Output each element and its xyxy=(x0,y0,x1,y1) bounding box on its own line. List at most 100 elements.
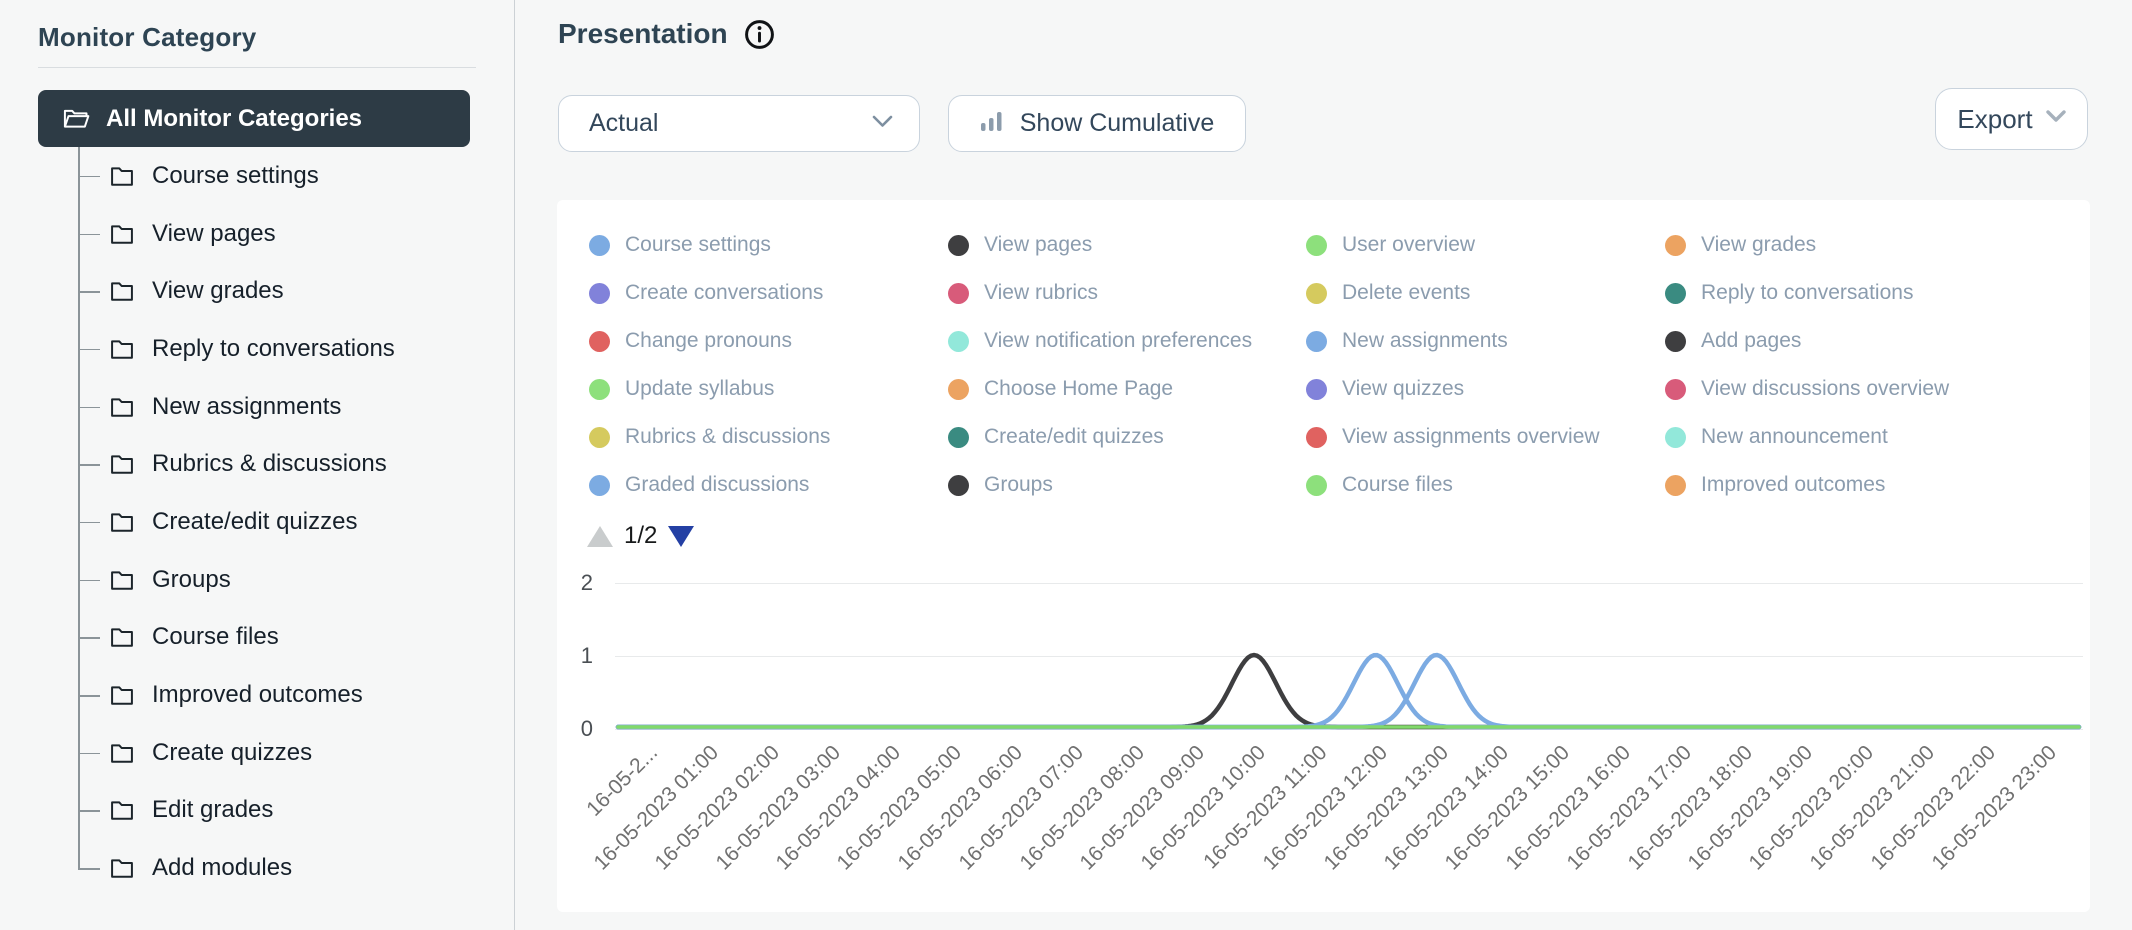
legend-color-dot xyxy=(1665,330,1686,352)
legend-color-dot xyxy=(948,282,969,304)
legend-item-create-conversations[interactable]: Create conversations xyxy=(589,269,948,317)
show-cumulative-button[interactable]: Show Cumulative xyxy=(948,95,1246,152)
legend-item-course-settings[interactable]: Course settings xyxy=(589,221,948,269)
sidebar-item-rubrics-discussions[interactable]: Rubrics & discussions xyxy=(0,435,515,493)
x-axis-tick-label: 16-05-2023 02:00 xyxy=(650,741,784,875)
legend-item-add-pages[interactable]: Add pages xyxy=(1665,317,2069,365)
folder-icon xyxy=(108,566,136,594)
legend-item-graded-discussions[interactable]: Graded discussions xyxy=(589,461,948,509)
legend-color-dot xyxy=(1306,474,1327,496)
sidebar-item-edit-grades[interactable]: Edit grades xyxy=(0,782,515,840)
folder-icon xyxy=(108,220,136,248)
y-gridline xyxy=(615,729,2083,730)
folder-icon xyxy=(108,681,136,709)
legend-page-indicator: 1/2 xyxy=(624,522,658,549)
legend-item-rubrics-discussions[interactable]: Rubrics & discussions xyxy=(589,413,948,461)
folder-icon xyxy=(108,335,136,363)
info-circle-icon[interactable] xyxy=(744,19,775,50)
legend-page-up-icon[interactable] xyxy=(587,525,613,547)
monitor-category-sidebar: Monitor Category All Monitor Categories … xyxy=(0,0,515,930)
sidebar-item-view-pages[interactable]: View pages xyxy=(0,205,515,263)
legend-item-view-grades[interactable]: View grades xyxy=(1665,221,2069,269)
legend-label: Create/edit quizzes xyxy=(984,425,1164,448)
sidebar-item-course-files[interactable]: Course files xyxy=(0,609,515,667)
legend-label: Change pronouns xyxy=(625,329,792,352)
legend-item-choose-home-page[interactable]: Choose Home Page xyxy=(948,365,1306,413)
legend-item-view-discussions-overview[interactable]: View discussions overview xyxy=(1665,365,2069,413)
legend-item-view-pages[interactable]: View pages xyxy=(948,221,1306,269)
vertical-divider xyxy=(514,0,515,930)
chart-card: Course settings View pages User overview Vi… xyxy=(557,200,2090,912)
category-tree: Course settings View pages View grades Repl… xyxy=(0,147,515,897)
chevron-down-icon xyxy=(2045,110,2066,128)
sidebar-item-add-modules[interactable]: Add modules xyxy=(0,839,515,897)
sidebar-item-label: View pages xyxy=(152,219,276,247)
x-axis-tick-label: 16-05-2023 21:00 xyxy=(1805,741,1940,875)
legend-item-create-edit-quizzes[interactable]: Create/edit quizzes xyxy=(948,413,1306,461)
series-line-new-assignments xyxy=(615,652,2082,730)
legend-item-view-quizzes[interactable]: View quizzes xyxy=(1306,365,1665,413)
y-axis-tick-label: 2 xyxy=(580,570,593,595)
sidebar-item-create-edit-quizzes[interactable]: Create/edit quizzes xyxy=(0,493,515,551)
legend-label: View notification preferences xyxy=(984,329,1253,352)
legend-item-view-rubrics[interactable]: View rubrics xyxy=(948,269,1306,317)
legend-label: Reply to conversations xyxy=(1701,281,1914,304)
legend-item-delete-events[interactable]: Delete events xyxy=(1306,269,1665,317)
tree-branch-line xyxy=(78,579,100,582)
presentation-mode-select[interactable]: Actual xyxy=(558,95,920,152)
legend-color-dot xyxy=(948,234,969,256)
sidebar-item-create-quizzes[interactable]: Create quizzes xyxy=(0,724,515,782)
sidebar-item-label: Create quizzes xyxy=(152,738,313,766)
legend-color-dot xyxy=(589,426,610,448)
folder-icon xyxy=(108,450,136,478)
sidebar-item-groups[interactable]: Groups xyxy=(0,551,515,609)
page-title: Presentation xyxy=(558,18,728,49)
x-axis-tick-label: 16-05-2023 03:00 xyxy=(711,741,845,875)
folder-icon xyxy=(108,162,136,190)
sidebar-item-label: Edit grades xyxy=(152,796,274,824)
legend-label: Groups xyxy=(984,473,1053,496)
sidebar-item-label: Create/edit quizzes xyxy=(152,507,358,535)
sidebar-item-improved-outcomes[interactable]: Improved outcomes xyxy=(0,666,515,724)
folder-icon xyxy=(108,277,136,305)
legend-label: View discussions overview xyxy=(1701,377,1950,400)
legend-item-improved-outcomes[interactable]: Improved outcomes xyxy=(1665,461,2069,509)
folder-icon xyxy=(108,623,136,651)
export-button[interactable]: Export xyxy=(1935,88,2088,150)
folder-icon xyxy=(108,739,136,767)
tree-branch-line xyxy=(78,233,100,236)
legend-item-new-announcement[interactable]: New announcement xyxy=(1665,413,2069,461)
sidebar-item-reply-to-conversations[interactable]: Reply to conversations xyxy=(0,320,515,378)
sidebar-item-new-assignments[interactable]: New assignments xyxy=(0,378,515,436)
legend-item-reply-to-conversations[interactable]: Reply to conversations xyxy=(1665,269,2069,317)
legend-item-update-syllabus[interactable]: Update syllabus xyxy=(589,365,948,413)
x-axis-tick-label: 16-05-2023 22:00 xyxy=(1866,741,2000,875)
series-line-course-settings xyxy=(615,652,2082,730)
legend-item-course-files[interactable]: Course files xyxy=(1306,461,1665,509)
legend-color-dot xyxy=(948,330,969,352)
legend-item-view-assignments-overview[interactable]: View assignments overview xyxy=(1306,413,1665,461)
sidebar-item-view-grades[interactable]: View grades xyxy=(0,262,515,320)
y-gridline xyxy=(615,583,2083,584)
show-cumulative-label: Show Cumulative xyxy=(1019,109,1215,137)
legend-color-dot xyxy=(1306,282,1327,304)
x-axis-tick-label: 16-05-2023 12:00 xyxy=(1258,741,1392,875)
sidebar-divider xyxy=(38,67,476,68)
legend-color-dot xyxy=(589,282,610,304)
legend-item-user-overview[interactable]: User overview xyxy=(1306,221,1665,269)
legend-color-dot xyxy=(1306,378,1327,400)
legend-item-change-pronouns[interactable]: Change pronouns xyxy=(589,317,948,365)
sidebar-item-course-settings[interactable]: Course settings xyxy=(0,147,515,205)
sidebar-item-label: Improved outcomes xyxy=(152,681,363,709)
tree-branch-line xyxy=(78,175,100,178)
sidebar-item-all-monitor-categories[interactable]: All Monitor Categories xyxy=(38,90,470,147)
legend-page-down-icon[interactable] xyxy=(668,525,695,547)
legend-label: View assignments overview xyxy=(1342,425,1600,448)
legend-item-view-notification-preferences[interactable]: View notification preferences xyxy=(948,317,1306,365)
x-axis-tick-label: 16-05-2023 07:00 xyxy=(954,741,1088,875)
legend-label: View rubrics xyxy=(984,281,1098,304)
legend-item-new-assignments[interactable]: New assignments xyxy=(1306,317,1665,365)
legend-color-dot xyxy=(948,474,969,496)
legend-item-groups[interactable]: Groups xyxy=(948,461,1306,509)
x-axis-tick-label: 16-05-2023 20:00 xyxy=(1744,741,1879,875)
